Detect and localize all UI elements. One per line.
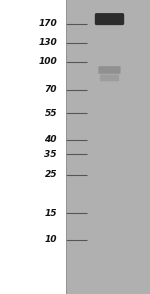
FancyBboxPatch shape bbox=[100, 75, 119, 81]
Text: 130: 130 bbox=[38, 38, 57, 47]
Text: 15: 15 bbox=[45, 209, 57, 218]
Text: 100: 100 bbox=[38, 57, 57, 66]
FancyBboxPatch shape bbox=[95, 13, 124, 25]
Text: 35: 35 bbox=[45, 150, 57, 159]
FancyBboxPatch shape bbox=[98, 66, 121, 74]
Text: 25: 25 bbox=[45, 171, 57, 179]
Text: 70: 70 bbox=[45, 85, 57, 94]
FancyBboxPatch shape bbox=[66, 0, 150, 294]
Text: 55: 55 bbox=[45, 109, 57, 118]
Text: 10: 10 bbox=[45, 235, 57, 244]
Text: 40: 40 bbox=[45, 135, 57, 144]
Text: 170: 170 bbox=[38, 19, 57, 28]
